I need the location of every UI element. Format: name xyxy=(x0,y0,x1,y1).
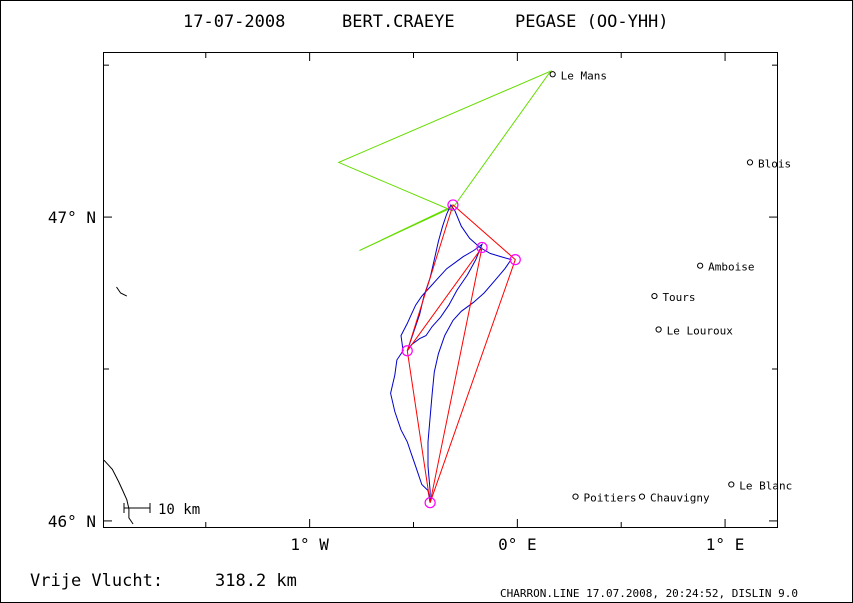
city-label: Le Blanc xyxy=(739,479,792,492)
y-tick-label: 47° N xyxy=(48,208,96,227)
city-marker xyxy=(549,71,556,78)
title-date: 17-07-2008 xyxy=(183,12,285,32)
city-label: Le Mans xyxy=(561,69,607,82)
city-label: Tours xyxy=(662,291,695,304)
coastline-line xyxy=(103,459,134,525)
distance-value: 318.2 km xyxy=(215,571,297,591)
scale-bar-label: 10 km xyxy=(158,502,200,518)
city-amboise: Amboise xyxy=(697,261,755,274)
distance-label: Vrije Vlucht: xyxy=(30,571,163,591)
city-marker xyxy=(572,493,579,500)
cities: Le Mans Blois Amboise Tours Le Louroux Poitie… xyxy=(549,69,792,505)
title-pilot: BERT.CRAEYE xyxy=(342,12,455,32)
title-glider: PEGASE (OO-YHH) xyxy=(515,12,669,32)
city-label: Blois xyxy=(758,157,791,170)
turnpoint-marker xyxy=(424,497,436,509)
turnpoint-marker xyxy=(509,254,521,266)
declared-route-line xyxy=(337,70,553,251)
scored-route xyxy=(406,204,516,503)
plot-frame xyxy=(103,52,778,528)
scored-route-line xyxy=(406,204,516,503)
footer-info: CHARRON.LINE 17.07.2008, 20:24:52, DISLI… xyxy=(500,587,798,600)
city-marker xyxy=(697,262,704,269)
city-poitiers: Poitiers xyxy=(572,492,637,505)
city-marker xyxy=(651,292,658,300)
scale-bar: 10 km xyxy=(123,502,200,518)
city-le-blanc: Le Blanc xyxy=(728,479,792,492)
city-chauvigny: Chauvigny xyxy=(638,492,710,505)
turnpoint-marker xyxy=(447,199,459,211)
declared-route xyxy=(337,70,553,251)
turnpoint-marker xyxy=(401,345,413,357)
y-tick-label: 46° N xyxy=(48,512,96,531)
island-line xyxy=(116,286,128,297)
city-label: Chauvigny xyxy=(650,492,710,505)
axis-ticks xyxy=(104,53,777,527)
city-marker xyxy=(638,493,646,500)
x-tick-label: 1° E xyxy=(706,535,745,554)
city-label: Le Louroux xyxy=(667,325,734,338)
x-axis-labels: 1° W 0° E 1° E xyxy=(290,535,744,554)
city-tours: Tours xyxy=(651,291,696,304)
x-tick-label: 1° W xyxy=(290,535,329,554)
y-axis-labels: 47° N 46° N xyxy=(48,208,96,531)
turnpoints xyxy=(401,199,521,509)
city-blois: Blois xyxy=(746,157,791,170)
city-marker xyxy=(746,159,754,166)
city-label: Amboise xyxy=(708,261,754,274)
city-marker xyxy=(655,326,662,333)
coastline xyxy=(103,286,134,525)
x-tick-label: 0° E xyxy=(498,535,537,554)
track-line xyxy=(390,203,512,503)
city-le-mans: Le Mans xyxy=(549,69,607,82)
city-marker xyxy=(728,481,735,488)
city-le-louroux: Le Louroux xyxy=(655,325,734,338)
flight-track xyxy=(390,203,512,503)
turnpoint-marker xyxy=(476,241,488,254)
city-label: Poitiers xyxy=(584,492,637,505)
